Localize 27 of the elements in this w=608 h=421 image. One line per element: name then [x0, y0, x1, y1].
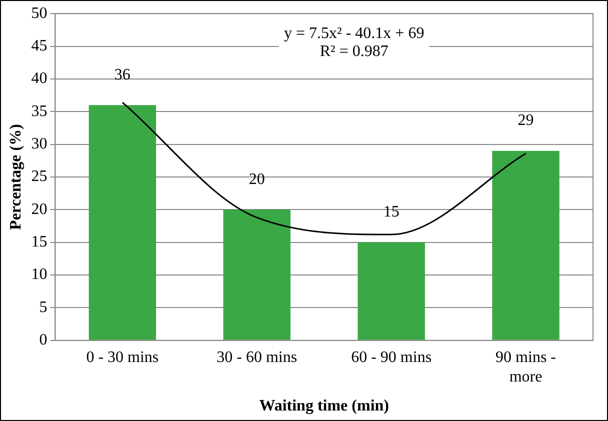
- annotation: y = 7.5x² - 40.1x + 69: [284, 24, 424, 42]
- y-tick-label: 45: [31, 37, 48, 54]
- y-tick-label: 0: [39, 332, 48, 349]
- x-tick-label: 90 mins - more: [496, 349, 556, 386]
- bar: [223, 210, 290, 340]
- y-tick-label: 5: [39, 298, 48, 316]
- x-axis-title: Waiting time (min): [259, 398, 389, 415]
- annotation: R² = 0.987: [320, 42, 388, 60]
- data-label: 29: [518, 112, 534, 130]
- bar: [88, 105, 156, 340]
- x-tick-label: 60 - 90 mins: [351, 349, 432, 366]
- y-tick-label: 20: [31, 200, 48, 218]
- y-tick-label: 35: [31, 102, 48, 120]
- x-tick-label: 0 - 30 mins: [86, 349, 159, 366]
- y-tick-label: 15: [31, 234, 48, 251]
- data-label: 20: [248, 170, 265, 188]
- x-tick-label: 30 - 60 mins: [216, 349, 298, 366]
- y-tick-label: 40: [31, 70, 48, 88]
- y-tick-label: 25: [31, 168, 48, 186]
- y-tick-label: 50: [31, 4, 48, 22]
- data-label: 36: [114, 66, 130, 84]
- y-tick-label: 30: [31, 136, 48, 153]
- bar: [358, 242, 425, 340]
- bar: [492, 150, 560, 340]
- y-tick-label: 10: [31, 266, 48, 284]
- data-label: 15: [383, 204, 400, 221]
- y-axis-title: Percentage (%): [8, 124, 25, 230]
